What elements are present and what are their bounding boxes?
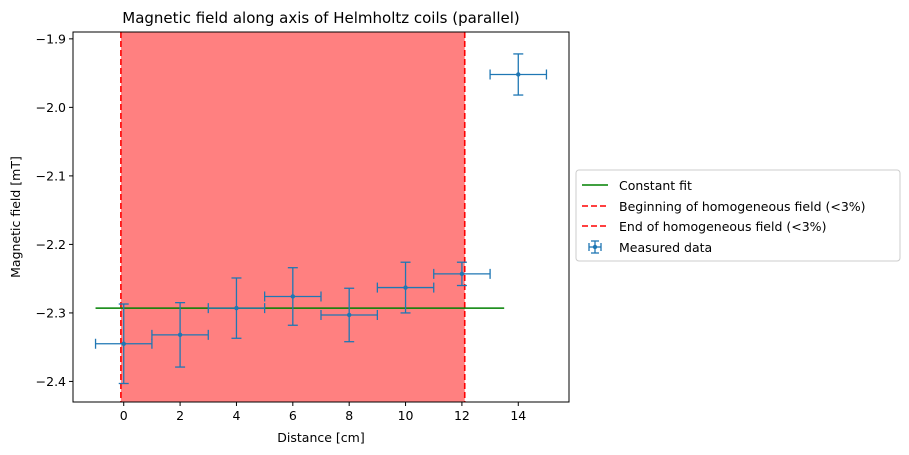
data-marker [121, 341, 126, 346]
y-tick-label: −2.2 [36, 237, 66, 252]
data-point-2 [207, 277, 266, 339]
x-tick-label: 8 [345, 408, 353, 423]
data-point-0 [94, 303, 153, 385]
y-tick-label: −2.0 [36, 100, 66, 115]
data-point-6 [433, 261, 491, 287]
data-marker [290, 294, 296, 299]
data-point-5 [376, 261, 435, 314]
legend: Constant fit Beginning of homogeneous fi… [575, 169, 901, 262]
x-tick-label: 4 [232, 408, 240, 423]
data-point-3 [263, 267, 322, 326]
data-point-7 [489, 53, 548, 96]
data-marker [346, 312, 352, 318]
chart-title: Magnetic field along axis of Helmholtz c… [122, 9, 519, 27]
data-marker [177, 332, 183, 338]
y-tick-label: −2.1 [36, 168, 66, 183]
y-tick-label: −1.9 [36, 31, 66, 46]
x-tick-label: 6 [289, 408, 297, 423]
x-tick-label: 10 [398, 408, 414, 423]
x-axis-label: Distance [cm] [277, 430, 364, 445]
x-tick-label: 12 [454, 408, 470, 423]
y-tick-label: −2.4 [36, 374, 66, 389]
homogeneous-region [120, 32, 465, 402]
legend-measured-swatch [588, 240, 602, 254]
legend-fit-label: Constant fit [619, 178, 692, 193]
data-marker [459, 271, 465, 277]
y-axis-label: Magnetic field [mT] [8, 156, 23, 278]
axes: 0 2 4 6 8 10 12 14 −2.4 −2.3 −2.2 −2.1 −2.0 −1.9 [36, 31, 570, 423]
data-marker [403, 285, 408, 290]
x-tick-label: 0 [120, 408, 128, 423]
legend-measured-label: Measured data [619, 240, 712, 255]
x-tick-label: 2 [176, 408, 184, 423]
plot-content [94, 32, 548, 402]
y-tick-label: −2.3 [36, 305, 66, 320]
legend-end-label: End of homogeneous field (<3%) [619, 219, 826, 234]
data-point-4 [320, 287, 379, 343]
data-marker [516, 72, 521, 77]
x-tick-label: 14 [510, 408, 526, 423]
axes-frame [72, 31, 570, 403]
data-marker [234, 305, 239, 311]
plot-area [94, 32, 548, 402]
data-point-1 [151, 301, 209, 368]
legend-begin-label: Beginning of homogeneous field (<3%) [619, 199, 866, 214]
legend-frame [575, 169, 901, 262]
